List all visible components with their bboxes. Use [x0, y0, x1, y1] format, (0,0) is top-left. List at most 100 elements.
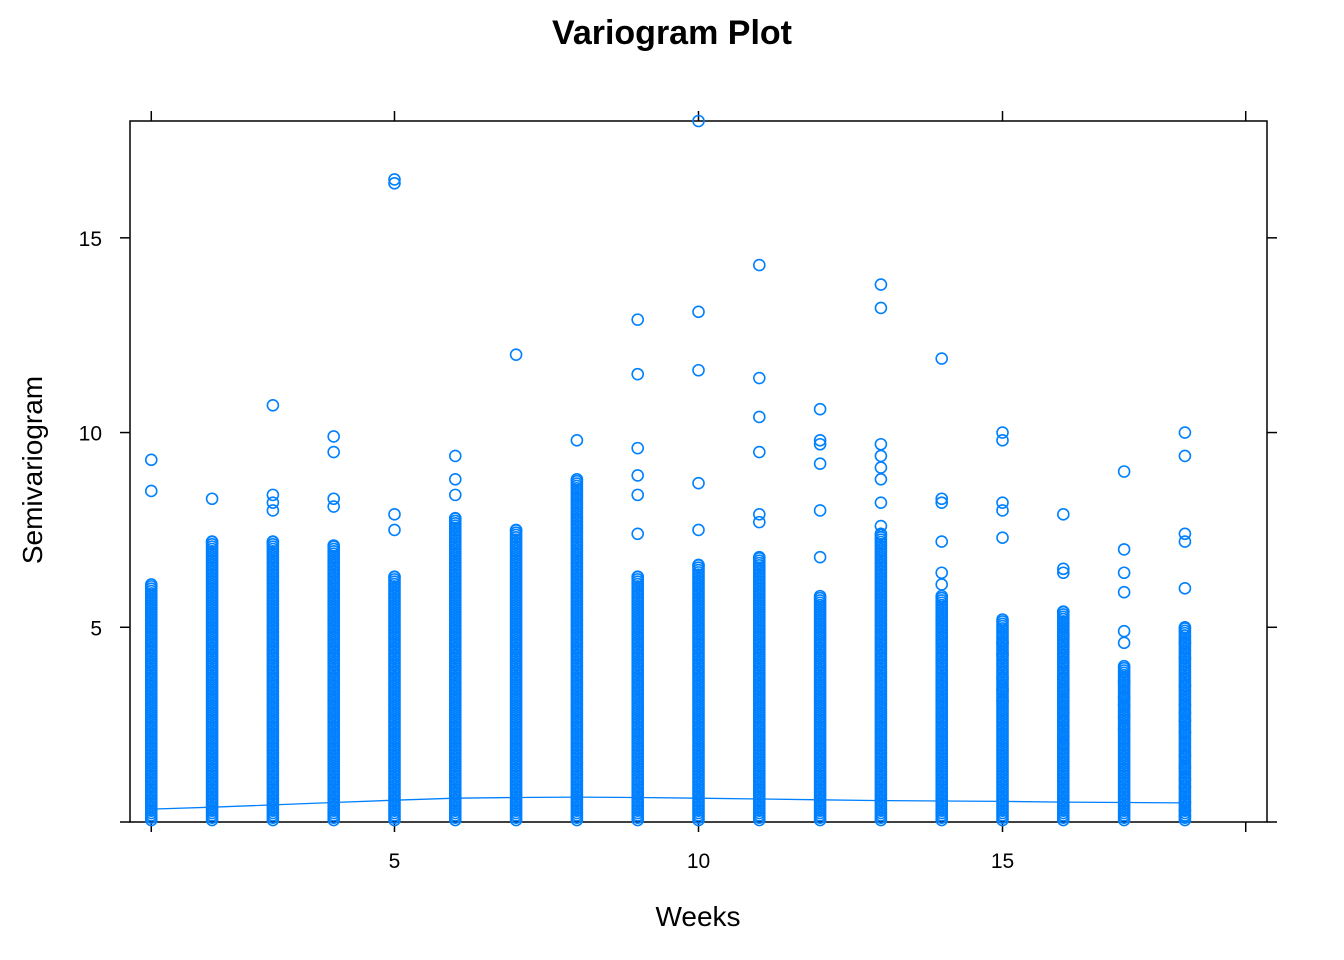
data-point	[1178, 652, 1192, 665]
data-point	[996, 648, 1009, 661]
data-point	[266, 496, 280, 509]
scatter-points	[144, 114, 1192, 827]
y-tick-label: 10	[79, 423, 102, 446]
axis-tick-labels: 5 10 15 5 10 15	[79, 228, 1015, 873]
data-point	[1057, 562, 1070, 576]
data-point	[509, 523, 523, 537]
data-point	[1057, 656, 1070, 669]
data-point	[448, 488, 462, 502]
data-point	[935, 352, 949, 365]
data-point	[631, 441, 644, 455]
data-point	[874, 301, 888, 315]
data-point	[874, 278, 888, 291]
data-point	[1057, 706, 1070, 720]
data-point	[205, 535, 219, 548]
x-tick-label: 10	[687, 850, 710, 873]
data-point	[753, 371, 766, 385]
y-tick-label: 15	[79, 228, 102, 251]
data-point	[1178, 804, 1192, 817]
data-point	[1117, 675, 1131, 689]
data-point	[1178, 698, 1192, 712]
x-axis-label: Weeks	[655, 901, 740, 932]
data-point	[874, 519, 888, 533]
data-point	[753, 410, 766, 424]
data-point	[1057, 628, 1070, 642]
data-point	[205, 492, 219, 506]
data-point	[327, 539, 340, 552]
data-point	[813, 589, 827, 603]
data-point	[813, 437, 827, 451]
data-point	[1178, 535, 1192, 548]
data-point	[935, 578, 949, 591]
data-point	[570, 472, 584, 486]
smooth-line	[151, 796, 1185, 810]
data-point	[144, 578, 158, 591]
data-point	[1117, 566, 1131, 580]
data-point	[692, 305, 705, 319]
data-point	[813, 434, 827, 447]
x-tick-label: 15	[991, 850, 1014, 873]
data-point	[1117, 659, 1131, 673]
data-point	[996, 504, 1009, 517]
data-point	[874, 461, 888, 474]
data-point	[1178, 449, 1192, 463]
data-point	[1178, 426, 1192, 439]
data-point	[1057, 730, 1070, 743]
data-point	[1178, 780, 1192, 794]
data-point	[570, 434, 584, 447]
data-point	[631, 570, 644, 583]
data-point	[1117, 585, 1131, 599]
data-point	[753, 508, 766, 521]
data-point	[1178, 527, 1192, 541]
data-point	[631, 488, 644, 502]
data-point	[1178, 636, 1192, 650]
data-point	[813, 504, 827, 517]
data-point	[509, 348, 523, 361]
y-tick-label: 5	[90, 617, 102, 640]
data-point	[1178, 726, 1192, 739]
data-point	[388, 523, 401, 537]
data-point	[1117, 636, 1131, 650]
data-point	[1057, 714, 1070, 728]
data-point	[631, 367, 644, 381]
data-point	[935, 535, 949, 548]
data-point	[874, 496, 888, 509]
data-point	[266, 504, 280, 517]
data-point	[448, 511, 462, 525]
data-point	[1057, 508, 1070, 521]
data-point	[144, 484, 158, 498]
data-point	[1178, 582, 1192, 595]
data-point	[388, 570, 401, 583]
data-point	[266, 488, 280, 502]
data-point	[692, 558, 705, 572]
data-point	[874, 472, 888, 486]
data-point	[631, 527, 644, 541]
data-point	[631, 313, 644, 326]
data-point	[813, 457, 827, 471]
data-point	[692, 476, 705, 490]
data-point	[327, 430, 340, 443]
data-point	[1057, 566, 1070, 580]
data-point	[996, 613, 1009, 626]
data-point	[327, 445, 340, 459]
data-point	[266, 535, 280, 548]
data-point	[813, 550, 827, 564]
data-point	[327, 500, 340, 513]
data-point	[753, 515, 766, 529]
data-point	[935, 492, 949, 506]
data-point	[874, 527, 888, 541]
data-point	[1117, 543, 1131, 556]
data-point	[1117, 691, 1131, 704]
data-point	[874, 437, 888, 451]
data-point	[996, 496, 1009, 509]
data-point	[996, 434, 1009, 447]
x-tick-label: 5	[389, 850, 401, 873]
data-point	[996, 531, 1009, 545]
data-point	[753, 445, 766, 459]
data-point	[1117, 465, 1131, 478]
data-point	[448, 449, 462, 463]
data-point	[753, 258, 766, 272]
data-point	[631, 469, 644, 482]
data-point	[1178, 679, 1192, 692]
